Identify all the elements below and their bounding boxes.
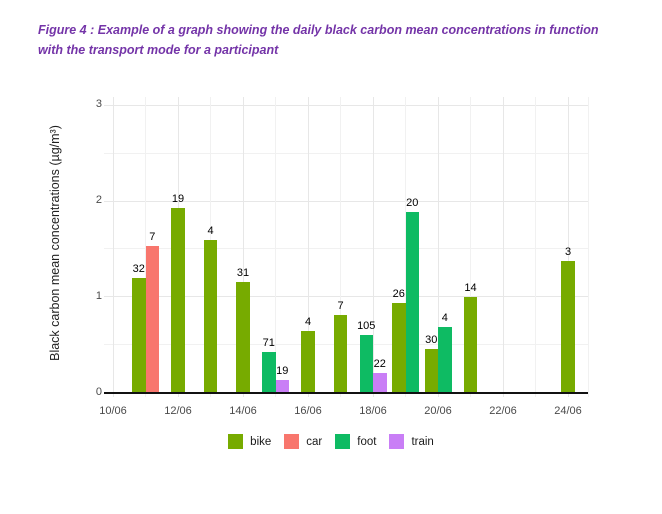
bar-value-label: 26 <box>392 287 405 300</box>
bar-bike-21-06 <box>463 296 478 393</box>
x-tick-label: 22/06 <box>489 405 517 417</box>
bar-value-label: 20 <box>406 196 419 209</box>
vertical-major-gridline <box>372 97 374 397</box>
chart-legend: bike car foot train <box>0 433 662 450</box>
vertical-major-gridline <box>567 97 569 397</box>
bar-bike-13-06 <box>203 240 218 393</box>
car-color-swatch <box>284 434 300 449</box>
bar-bike-19-06 <box>392 302 406 393</box>
x-tick-label: 12/06 <box>164 405 192 417</box>
legend-label-train: train <box>411 435 434 448</box>
bar-value-label: 4 <box>207 225 214 238</box>
legend-label-car: car <box>306 435 323 448</box>
bar-value-label: 31 <box>236 267 250 280</box>
legend-item-car: car <box>284 434 322 449</box>
bar-foot-18-06 <box>359 335 373 393</box>
y-tick-label: 3 <box>95 98 102 111</box>
x-axis-line <box>104 391 588 394</box>
vertical-minor-gridline <box>470 97 471 397</box>
bar-value-label: 4 <box>441 312 448 325</box>
x-tick-label: 10/06 <box>99 405 127 417</box>
legend-label-bike: bike <box>250 435 272 448</box>
x-tick-label: 16/06 <box>294 405 322 417</box>
x-tick-label: 24/06 <box>554 405 582 417</box>
bar-bike-17-06 <box>333 314 348 393</box>
legend-label-foot: foot <box>357 435 377 448</box>
train-color-swatch <box>389 434 405 449</box>
vertical-major-gridline <box>437 97 439 397</box>
bar-value-label: 7 <box>337 299 344 312</box>
bar-bike-14-06 <box>236 282 250 393</box>
bar-value-label: 4 <box>304 316 312 329</box>
bar-bike-12-06 <box>171 207 185 393</box>
bike-color-swatch <box>228 434 244 449</box>
bar-bike-16-06 <box>301 331 315 393</box>
vertical-minor-gridline <box>340 97 341 397</box>
y-tick-label: 0 <box>95 385 102 398</box>
y-tick-label: 1 <box>95 289 102 302</box>
bar-foot-20-06 <box>438 327 452 393</box>
vertical-minor-gridline <box>535 97 536 397</box>
bar-train-15-06 <box>275 380 289 393</box>
bar-bike-11-06 <box>132 277 146 393</box>
figure-caption: Figure 4 : Example of a graph showing th… <box>38 23 599 57</box>
bar-value-label: 30 <box>425 334 438 347</box>
horizontal-major-gridline <box>104 200 588 202</box>
bar-train-18-06 <box>373 373 387 393</box>
horizontal-minor-gridline <box>104 248 588 250</box>
bar-value-label: 105 <box>357 320 376 333</box>
legend-item-train: train <box>389 434 434 449</box>
vertical-minor-gridline <box>587 97 589 397</box>
x-tick-label: 14/06 <box>229 405 257 417</box>
bar-value-label: 3 <box>564 246 572 259</box>
y-axis-title: Black carbon mean concentrations (µg/m³) <box>48 125 62 361</box>
foot-color-swatch <box>335 434 351 449</box>
y-tick-label: 2 <box>95 194 102 207</box>
vertical-major-gridline <box>307 97 309 397</box>
bar-value-label: 19 <box>171 192 185 205</box>
bar-car-11-06 <box>145 246 159 393</box>
bar-foot-19-06 <box>405 211 419 393</box>
bar-value-label: 71 <box>262 337 275 350</box>
bar-value-label: 7 <box>149 231 156 244</box>
horizontal-major-gridline <box>104 104 588 106</box>
x-tick-label: 20/06 <box>424 405 452 417</box>
vertical-major-gridline <box>502 97 504 397</box>
x-tick-label: 18/06 <box>359 405 387 417</box>
vertical-minor-gridline <box>275 97 276 397</box>
vertical-major-gridline <box>242 97 244 397</box>
bar-value-label: 19 <box>276 365 289 378</box>
horizontal-minor-gridline <box>104 152 588 154</box>
bar-bike-20-06 <box>424 349 438 393</box>
vertical-major-gridline <box>112 97 114 397</box>
bar-foot-15-06 <box>262 352 276 393</box>
bar-value-label: 22 <box>373 358 386 371</box>
legend-item-foot: foot <box>335 434 376 449</box>
bar-value-label: 32 <box>132 262 145 275</box>
horizontal-major-gridline <box>104 296 588 298</box>
bar-value-label: 14 <box>464 281 477 294</box>
legend-item-bike: bike <box>228 434 271 449</box>
bar-bike-24-06 <box>561 261 575 393</box>
